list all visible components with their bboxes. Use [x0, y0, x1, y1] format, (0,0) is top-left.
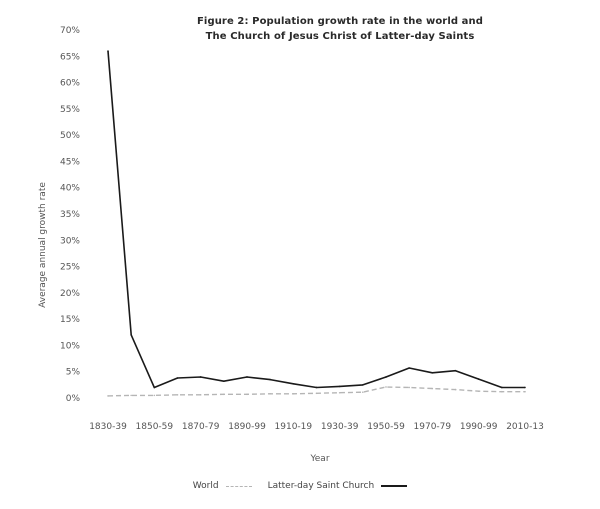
y-tick-label: 65% [60, 52, 80, 62]
y-tick-label: 55% [60, 105, 80, 115]
data-point-world [269, 392, 271, 395]
data-point-church [385, 376, 387, 378]
x-tick-label: 1890-99 [228, 422, 266, 432]
data-point-church [338, 385, 341, 388]
x-axis-ticks: 1830-39 1850-59 1870-79 1890-99 1910-19 1930-… [89, 422, 544, 432]
data-point-church [431, 371, 434, 374]
data-point-church [408, 367, 410, 369]
data-point-world [477, 390, 480, 392]
data-point-church [130, 334, 132, 336]
data-point-church [246, 376, 248, 378]
legend: World Latter-day Saint Church [0, 481, 600, 491]
data-point-church [223, 380, 225, 382]
x-tick-label: 1990-99 [460, 422, 498, 432]
y-tick-label: 40% [60, 184, 80, 194]
y-axis-ticks: 0% 5% 10% 15% 20% 25% 30% 35% 40% 45% 50% 55% 60% 65%… [60, 26, 80, 404]
data-point-world [292, 392, 295, 395]
data-point-world [501, 390, 503, 393]
data-point-church [269, 378, 271, 381]
data-point-church [153, 386, 156, 389]
y-tick-label: 45% [60, 157, 80, 167]
x-tick-label: 1950-59 [367, 422, 405, 432]
data-point-world [338, 391, 341, 394]
x-tick-label: 1870-79 [182, 422, 220, 432]
data-point-church [107, 50, 109, 52]
chart-subtitle: The Church of Jesus Christ of Latter-day… [205, 31, 475, 42]
x-tick-label: 1910-19 [275, 422, 313, 432]
data-point-world [431, 387, 434, 390]
y-axis-label: Average annual growth rate [38, 182, 48, 308]
data-point-church [524, 386, 526, 389]
y-tick-label: 30% [60, 236, 80, 246]
y-tick-label: 20% [60, 289, 80, 299]
data-point-world [223, 393, 225, 396]
y-tick-label: 15% [60, 315, 80, 325]
legend-item-church: Latter-day Saint Church [268, 481, 408, 491]
data-point-church [362, 384, 364, 386]
data-point-world [246, 393, 248, 396]
series-layer [107, 50, 526, 397]
data-point-world [107, 395, 109, 397]
data-point-church [454, 369, 457, 372]
x-tick-label: 1970-79 [414, 422, 452, 432]
legend-label-church: Latter-day Saint Church [267, 481, 375, 491]
data-point-world [176, 394, 179, 396]
y-tick-label: 0% [66, 394, 81, 404]
y-tick-label: 70% [60, 26, 80, 36]
data-point-world [385, 386, 387, 388]
data-point-church [199, 376, 202, 378]
data-point-church [292, 383, 295, 385]
data-point-world [199, 394, 202, 396]
data-point-world [524, 390, 526, 393]
y-tick-label: 50% [60, 131, 80, 141]
data-point-world [362, 391, 364, 394]
data-point-church [176, 377, 179, 379]
legend-swatch-world [225, 485, 252, 487]
data-point-world [130, 394, 132, 397]
data-point-world [408, 386, 410, 389]
y-tick-label: 60% [60, 79, 80, 89]
legend-item-world: World [193, 481, 252, 491]
x-tick-label: 1850-59 [136, 422, 174, 432]
legend-swatch-church [381, 485, 408, 487]
data-point-church [477, 378, 480, 380]
x-tick-label: 2010-13 [506, 422, 544, 432]
x-tick-label: 1930-39 [321, 422, 359, 432]
data-point-world [315, 392, 318, 395]
data-point-world [153, 394, 156, 397]
x-tick-label: 1830-39 [89, 422, 127, 432]
data-point-world [454, 388, 457, 391]
data-point-church [315, 386, 318, 389]
legend-label-world: World [192, 481, 219, 491]
y-tick-label: 35% [60, 210, 80, 220]
data-point-church [501, 386, 503, 389]
y-tick-label: 10% [60, 341, 80, 351]
x-axis-label: Year [309, 454, 329, 464]
y-tick-label: 5% [66, 368, 81, 378]
series-line-church [107, 50, 525, 389]
series-line-world [107, 386, 525, 397]
y-tick-label: 25% [60, 263, 80, 273]
chart-title: Figure 2: Population growth rate in the … [196, 16, 484, 27]
